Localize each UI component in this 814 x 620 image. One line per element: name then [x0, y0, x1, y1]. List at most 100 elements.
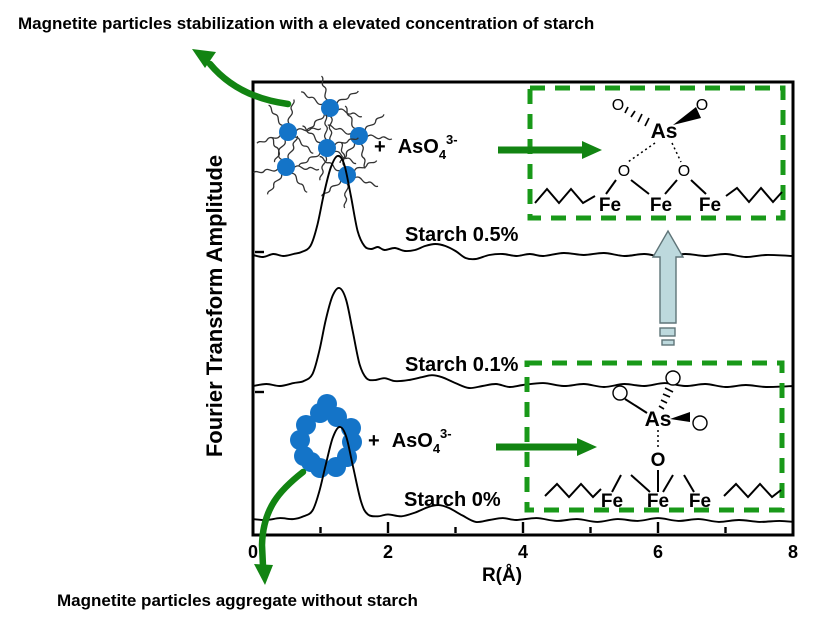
starch-particle — [327, 105, 393, 169]
starch-strand — [294, 136, 314, 154]
starch-particle — [301, 75, 363, 142]
starch-strand — [287, 135, 299, 160]
starch-particle — [253, 135, 320, 195]
oxygen-label: O — [612, 97, 624, 114]
oxygen-atom — [612, 385, 628, 401]
starch-strand — [323, 114, 328, 141]
plot-frame — [251, 80, 795, 537]
x-tick-labels: 0 2 4 6 8 — [248, 542, 798, 562]
starch-strand — [333, 150, 357, 165]
arsenic-label: As — [645, 408, 672, 431]
starch-strand — [343, 182, 349, 209]
magnetite-particle — [318, 139, 336, 157]
x-tick-label: 4 — [518, 542, 528, 562]
starch-strand — [327, 124, 352, 135]
starch-strand — [268, 104, 284, 127]
arsenate-main: AsO — [392, 430, 433, 452]
x-tick-label: 0 — [248, 542, 258, 562]
oxygen-atom — [692, 415, 708, 431]
oxygen-label: O — [651, 450, 666, 471]
iron-label: Fe — [650, 195, 672, 216]
zigzag-right — [725, 186, 783, 204]
up-arrow — [651, 229, 685, 346]
series-label: Starch 0% — [404, 489, 501, 511]
starch-strand — [320, 75, 329, 101]
series-labels: Starch 0.5% Starch 0.1% Starch 0% — [404, 224, 519, 511]
starch-strand — [306, 113, 325, 132]
arsenate-formula-top: + AsO43- — [374, 132, 458, 162]
starch-coated-particles — [253, 75, 393, 209]
starch-strand — [287, 99, 295, 125]
starch-strand — [302, 125, 322, 144]
x-tick-label: 2 — [383, 542, 393, 562]
x-axis-label: R(Å) — [482, 565, 522, 586]
dashed-border — [524, 360, 785, 513]
oxygen-label: O — [678, 163, 690, 180]
starch-strand — [344, 105, 356, 130]
magnetite-particle — [350, 127, 368, 145]
iron-label: Fe — [699, 195, 721, 216]
monodentate-structure-box: As O Fe Fe Fe — [524, 360, 785, 513]
arsenate-subscript: 4 — [433, 441, 441, 456]
iron-label: Fe — [689, 491, 711, 512]
series-label: Starch 0.1% — [405, 354, 519, 376]
up-arrow-dash2 — [661, 339, 675, 346]
arsenic-label: As — [651, 120, 678, 143]
magnetite-particle — [296, 415, 316, 435]
arsenate-formula-bottom: + AsO43- — [368, 426, 452, 456]
wedge-bond — [673, 107, 701, 125]
iron-label: Fe — [601, 491, 623, 512]
starch-strand — [336, 90, 359, 105]
starch-strand — [328, 115, 333, 142]
series-label: Starch 0.5% — [405, 224, 519, 246]
starch-strand — [301, 91, 324, 106]
arsenate-main: AsO — [398, 136, 439, 158]
arsenate-superscript: 3- — [440, 426, 452, 441]
plus-sign: + — [368, 430, 380, 452]
up-arrow-dash1 — [659, 327, 676, 337]
starch-strand — [360, 143, 366, 169]
oxygen-label: O — [618, 163, 630, 180]
arsenate-superscript: 3- — [446, 132, 458, 147]
x-tick-label: 8 — [788, 542, 798, 562]
starch-strand — [298, 152, 321, 166]
magnetite-particle — [279, 123, 297, 141]
starch-strand — [366, 134, 393, 141]
x-tick-label: 6 — [653, 542, 663, 562]
starch-strand — [266, 173, 283, 195]
bottom-annotation: Magnetite particles aggregate without st… — [57, 591, 418, 610]
starch-strand — [354, 176, 379, 188]
zigzag-left — [544, 482, 602, 499]
oxygen-atom — [665, 370, 681, 386]
magnetite-particle — [277, 158, 295, 176]
starch-particle — [298, 114, 359, 181]
zigzag-left — [534, 187, 596, 205]
starch-strand — [319, 155, 341, 172]
starch-strand — [334, 137, 359, 146]
iron-label: Fe — [647, 491, 669, 512]
wedge-bond — [670, 412, 690, 422]
starch-strand — [319, 155, 328, 181]
starch-strand — [291, 172, 308, 193]
starch-strand — [353, 160, 378, 172]
starch-strand — [364, 114, 385, 131]
magnetite-particle — [290, 430, 310, 450]
curve-starch-0-5- — [252, 154, 794, 261]
plus-sign: + — [374, 136, 386, 158]
starch-strand — [271, 136, 283, 161]
magnetite-particle — [326, 457, 346, 477]
plot-axes — [251, 80, 795, 537]
starch-strand — [293, 165, 320, 171]
starch-strand — [337, 108, 363, 118]
y-axis-label: Fourier Transform Amplitude — [202, 155, 227, 457]
magnetite-particle — [301, 452, 321, 472]
starch-strand — [295, 127, 322, 132]
curve-starch-0- — [252, 426, 794, 523]
arrow-to-top-annotation — [206, 60, 292, 108]
up-arrow-body — [651, 229, 685, 324]
starch-strand — [256, 134, 282, 144]
magnetite-particle — [321, 99, 339, 117]
top-annotation: Magnetite particles stabilization with a… — [18, 14, 595, 33]
